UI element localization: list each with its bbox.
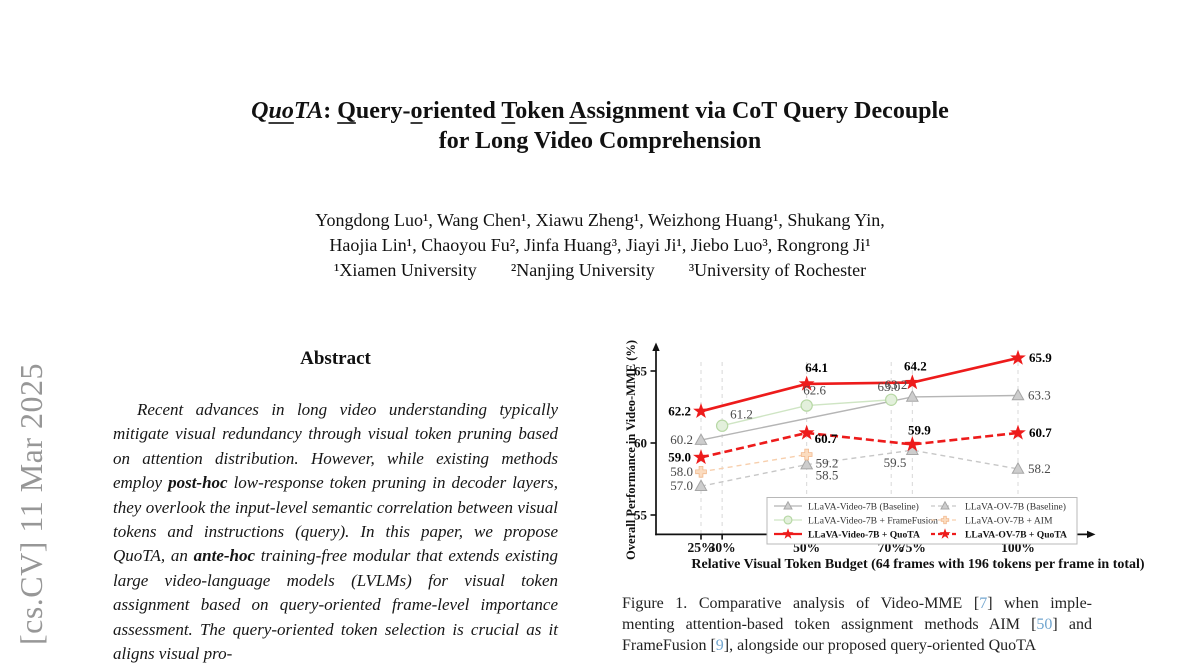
star-marker bbox=[904, 436, 921, 452]
value-label: 58.2 bbox=[1028, 461, 1051, 476]
x-axis-title: Relative Visual Token Budget (64 frames … bbox=[691, 557, 1145, 572]
y-tick-label: 65 bbox=[634, 364, 648, 379]
value-label: 63.3 bbox=[1028, 387, 1051, 402]
abstract-heading: Abstract bbox=[300, 348, 371, 369]
caption-line-1: Figure 1. Comparative analysis of Video-… bbox=[622, 593, 1092, 614]
affiliation-2: ²Nanjing University bbox=[510, 260, 655, 280]
text-segment: menting attention-based token assignment… bbox=[622, 616, 1037, 633]
y-axis-arrow bbox=[652, 342, 660, 351]
text-segment: FrameFusion [ bbox=[622, 637, 716, 654]
figure1: 55 60 65 25% 30% 50% 70% 75% 100% Overall Perform… bbox=[618, 340, 1200, 582]
affiliation-1: ¹Xiamen University bbox=[333, 260, 477, 280]
star-marker bbox=[693, 403, 709, 419]
value-label: 58.5 bbox=[816, 468, 839, 483]
triangle-marker bbox=[783, 500, 793, 510]
triangle-marker bbox=[800, 457, 814, 470]
legend-label: LLaVA-Video-7B (Baseline) bbox=[808, 501, 919, 512]
circle-marker bbox=[783, 515, 793, 525]
triangle-marker bbox=[940, 500, 950, 510]
series-line bbox=[700, 453, 807, 473]
star-marker bbox=[693, 449, 709, 465]
value-label: 59.0 bbox=[668, 449, 691, 464]
value-label: 62.6 bbox=[803, 383, 826, 398]
series-line bbox=[700, 449, 1019, 487]
legend-label: LLaVA-Video-7B + FrameFusion bbox=[808, 515, 938, 526]
y-tick-label: 60 bbox=[634, 436, 647, 451]
value-label: 61.2 bbox=[730, 407, 753, 422]
text-segment: ] and bbox=[1052, 616, 1092, 633]
affiliation-3: ³University of Rochester bbox=[688, 260, 867, 280]
x-tick-label: 25% bbox=[688, 540, 715, 555]
value-label: 59.5 bbox=[884, 455, 907, 470]
value-label: 58.0 bbox=[670, 464, 693, 479]
star-marker bbox=[1010, 424, 1026, 440]
citation-7[interactable]: 7 bbox=[979, 595, 988, 612]
value-label: 59.2 bbox=[816, 456, 839, 471]
value-label: 63.2 bbox=[885, 377, 908, 392]
figure1-caption: Figure 1. Comparative analysis of Video-… bbox=[622, 593, 1092, 656]
paper-title: QuoTA: Query-oriented Token Assignment v… bbox=[0, 96, 1200, 156]
series-line bbox=[700, 356, 1019, 413]
plus-marker bbox=[940, 515, 950, 525]
x-axis-arrow bbox=[1087, 530, 1096, 539]
citation-9[interactable]: 9 bbox=[715, 637, 724, 654]
value-label: 60.2 bbox=[670, 432, 693, 447]
star-marker bbox=[798, 375, 815, 391]
legend-label: LLaVA-Video-7B + QuoTA bbox=[808, 529, 920, 540]
star-marker bbox=[782, 528, 794, 539]
legend-label: LLaVA-OV-7B + QuoTA bbox=[965, 529, 1067, 540]
text-segment: post-hoc bbox=[168, 473, 228, 493]
value-label: 64.1 bbox=[805, 360, 828, 375]
star-marker bbox=[1010, 349, 1026, 365]
triangle-marker bbox=[1011, 388, 1025, 401]
value-label: 65.9 bbox=[1029, 350, 1052, 365]
authors-line-1: Yongdong Luo¹, Wang Chen¹, Xiawu Zheng¹,… bbox=[315, 210, 885, 230]
triangle-marker bbox=[694, 479, 708, 491]
circle-marker bbox=[715, 419, 729, 432]
paper-title-line2: for Long Video Comprehension bbox=[438, 128, 762, 154]
series-line bbox=[700, 431, 1019, 459]
legend-label: LLaVA-OV-7B (Baseline) bbox=[965, 501, 1066, 512]
caption-line-2: menting attention-based token assignment… bbox=[622, 614, 1092, 635]
text-segment: ] when imple- bbox=[987, 595, 1092, 612]
y-axis-title: Overall Performance in Video-MME (%) bbox=[624, 340, 638, 560]
value-label: 62.2 bbox=[668, 403, 691, 418]
y-tick-label: 55 bbox=[634, 508, 648, 523]
circle-marker bbox=[885, 393, 898, 407]
value-label: 59.9 bbox=[908, 422, 931, 437]
title-quota: Q bbox=[251, 98, 269, 124]
plus-marker bbox=[695, 466, 707, 478]
triangle-marker bbox=[694, 433, 708, 445]
citation-50[interactable]: 50 bbox=[1036, 616, 1053, 633]
value-label: 63.0 bbox=[877, 379, 900, 394]
star-marker bbox=[939, 528, 951, 539]
caption-line-3: FrameFusion [9], alongside our proposed … bbox=[622, 635, 1092, 656]
x-tick-label: 30% bbox=[709, 540, 736, 555]
circle-marker bbox=[800, 399, 813, 412]
text-segment: ante-hoc bbox=[193, 546, 256, 566]
abstract-text: Recent advances in long video understand… bbox=[113, 398, 558, 666]
paper-title-line1: QuoTA: Query-oriented Token Assignment v… bbox=[251, 98, 949, 124]
text-segment: low-response token pruning in decoder la… bbox=[113, 473, 558, 566]
legend-label: LLaVA-OV-7B + AIM bbox=[965, 515, 1053, 526]
text-segment: ], alongside our proposed query-oriented… bbox=[723, 637, 1037, 654]
authors-line-2: Haojia Lin¹, Chaoyou Fu², Jinfa Huang³, … bbox=[329, 235, 871, 255]
value-label: 60.7 bbox=[1029, 425, 1052, 440]
value-label: 60.7 bbox=[815, 431, 838, 446]
star-marker bbox=[904, 374, 921, 390]
value-label: 57.0 bbox=[670, 478, 693, 493]
arxiv-watermark: [cs.CV] 11 Mar 2025 bbox=[13, 362, 49, 645]
legend-box bbox=[766, 497, 1078, 545]
author-block: Yongdong Luo¹, Wang Chen¹, Xiawu Zheng¹,… bbox=[0, 208, 1200, 283]
triangle-marker bbox=[1011, 461, 1025, 474]
text-segment: Recent advances in long video understand… bbox=[113, 400, 558, 493]
text-segment: Figure 1. Comparative analysis of Video-… bbox=[622, 595, 980, 612]
triangle-marker bbox=[905, 389, 919, 402]
value-label: 64.2 bbox=[904, 359, 927, 374]
star-marker bbox=[798, 424, 815, 440]
plus-marker bbox=[800, 448, 813, 461]
affiliations: ¹Xiamen University ²Nanjing University ³… bbox=[0, 258, 1200, 283]
